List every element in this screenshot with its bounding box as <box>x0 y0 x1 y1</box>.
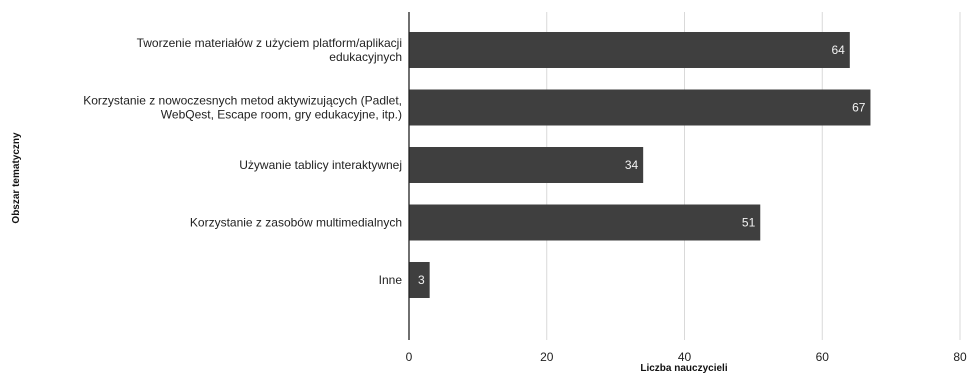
value-label-1: 67 <box>852 101 866 115</box>
x-tick-label-1: 20 <box>540 350 554 364</box>
value-label-0: 64 <box>831 43 845 57</box>
x-tick-label-0: 0 <box>406 350 413 364</box>
x-tick-label-4: 80 <box>953 350 967 364</box>
x-tick-label-3: 60 <box>816 350 830 364</box>
category-label-4: Inne <box>379 273 403 287</box>
bars <box>409 32 871 298</box>
value-labels: 64 67 34 51 3 <box>418 43 866 287</box>
category-label-0: Tworzenie materiałów z użyciem platform/… <box>137 36 402 64</box>
y-axis-title: Obszar tematyczny <box>11 132 22 224</box>
value-label-4: 3 <box>418 273 425 287</box>
bar-2 <box>409 147 644 183</box>
bar-4 <box>409 262 430 298</box>
category-label-1: Korzystanie z nowoczesnych metod aktywiz… <box>83 94 402 122</box>
value-label-3: 51 <box>742 216 756 230</box>
bar-0 <box>409 32 850 68</box>
bar-1 <box>409 89 871 126</box>
x-tick-label-2: 40 <box>678 350 692 364</box>
category-labels: Tworzenie materiałów z użyciem platform/… <box>83 36 402 287</box>
value-label-2: 34 <box>625 158 639 172</box>
bar-3 <box>409 204 761 241</box>
category-label-2: Używanie tablicy interaktywnej <box>239 158 402 172</box>
x-axis-title: Liczba nauczycieli <box>640 363 727 374</box>
category-label-3: Korzystanie z zasobów multimedialnych <box>190 216 402 230</box>
x-tick-labels: 0 20 40 60 80 <box>406 350 967 364</box>
